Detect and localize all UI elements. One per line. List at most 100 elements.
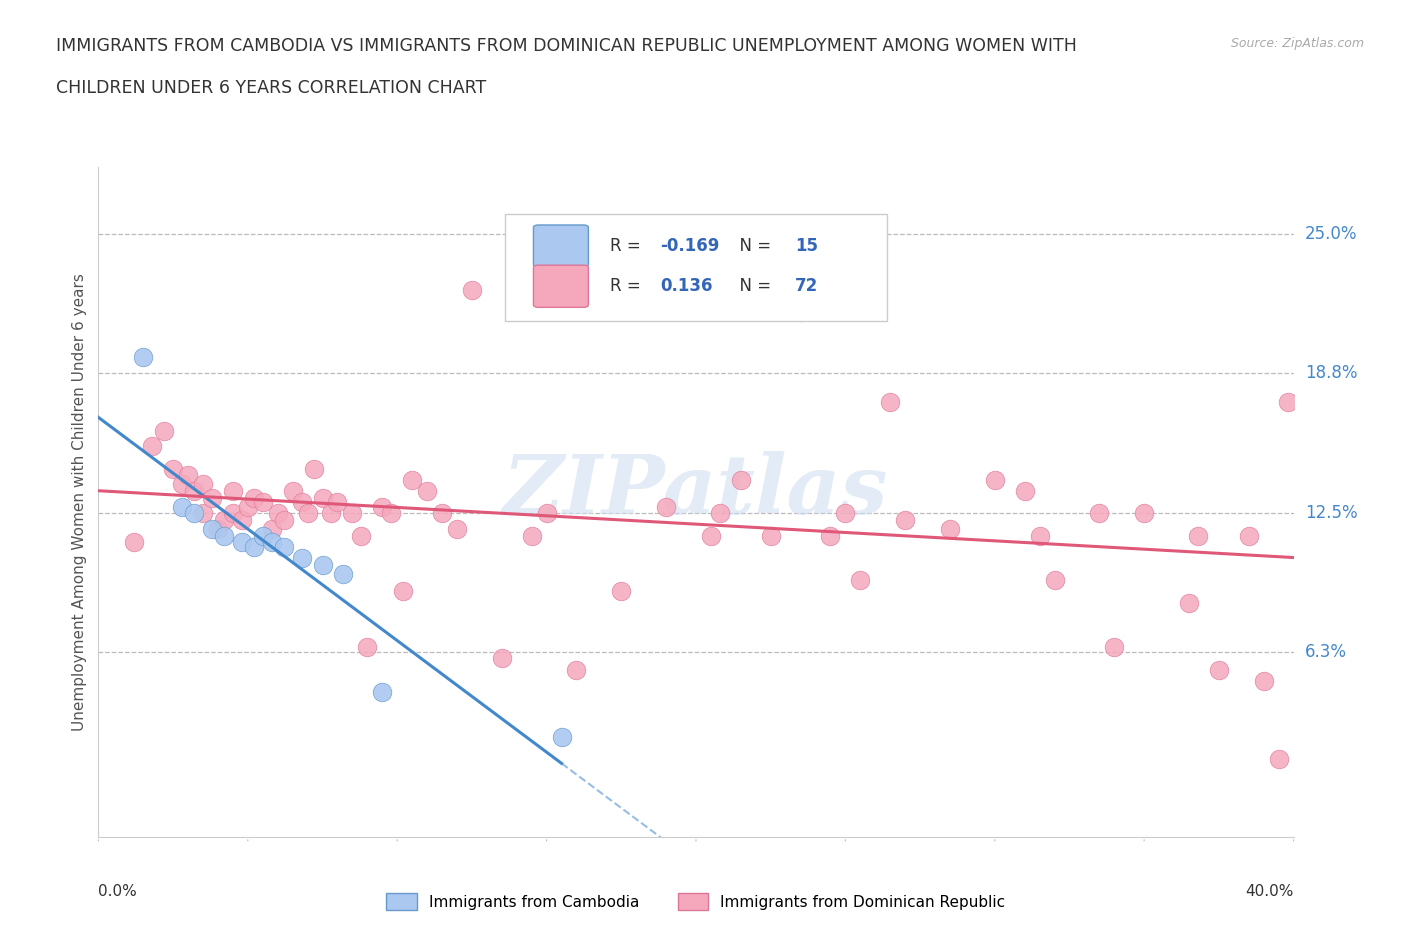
Point <box>789 305 811 320</box>
Y-axis label: Unemployment Among Women with Children Under 6 years: Unemployment Among Women with Children U… <box>72 273 87 731</box>
Point <box>879 394 901 409</box>
Point <box>191 506 214 521</box>
Point <box>1208 662 1230 677</box>
Point <box>610 584 633 599</box>
Point <box>321 506 343 521</box>
Point <box>290 551 312 565</box>
Point <box>565 662 588 677</box>
Point <box>302 461 325 476</box>
Text: 0.136: 0.136 <box>661 277 713 295</box>
Legend: Immigrants from Cambodia, Immigrants from Dominican Republic: Immigrants from Cambodia, Immigrants fro… <box>380 886 1012 916</box>
Point <box>222 484 245 498</box>
Point <box>1133 506 1156 521</box>
Point <box>520 528 543 543</box>
Text: CHILDREN UNDER 6 YEARS CORRELATION CHART: CHILDREN UNDER 6 YEARS CORRELATION CHART <box>56 79 486 97</box>
Point <box>1277 394 1299 409</box>
Point <box>709 506 731 521</box>
Point <box>236 499 259 514</box>
Text: 15: 15 <box>796 237 818 255</box>
Point <box>212 512 235 527</box>
Point <box>191 477 214 492</box>
Text: 18.8%: 18.8% <box>1305 364 1357 381</box>
Point <box>201 522 224 537</box>
Point <box>461 283 484 298</box>
Text: 25.0%: 25.0% <box>1305 225 1357 244</box>
Text: -0.169: -0.169 <box>661 237 720 255</box>
Point <box>1043 573 1066 588</box>
Point <box>1187 528 1209 543</box>
Point <box>212 528 235 543</box>
Point <box>141 439 163 454</box>
Point <box>132 350 155 365</box>
Point <box>252 528 274 543</box>
Point <box>550 729 572 744</box>
Point <box>153 423 176 438</box>
Point <box>1014 484 1036 498</box>
Text: 72: 72 <box>796 277 818 295</box>
Point <box>207 522 229 537</box>
Text: 12.5%: 12.5% <box>1305 504 1357 523</box>
Point <box>983 472 1005 487</box>
Point <box>311 557 333 572</box>
Point <box>172 477 194 492</box>
Point <box>260 535 283 550</box>
Point <box>1237 528 1260 543</box>
Point <box>730 472 752 487</box>
Point <box>273 512 295 527</box>
Point <box>849 573 872 588</box>
Point <box>536 506 558 521</box>
Point <box>326 495 349 510</box>
Point <box>172 499 194 514</box>
Text: R =: R = <box>610 277 651 295</box>
Point <box>332 566 354 581</box>
Point <box>380 506 402 521</box>
Text: N =: N = <box>730 277 776 295</box>
Point <box>1028 528 1050 543</box>
Text: N =: N = <box>730 237 776 255</box>
Text: 6.3%: 6.3% <box>1305 643 1347 660</box>
Text: R =: R = <box>610 237 645 255</box>
Point <box>231 512 253 527</box>
FancyBboxPatch shape <box>533 225 588 267</box>
Point <box>655 499 678 514</box>
Point <box>252 495 274 510</box>
Point <box>775 260 797 275</box>
Point <box>820 528 842 543</box>
Text: IMMIGRANTS FROM CAMBODIA VS IMMIGRANTS FROM DOMINICAN REPUBLIC UNEMPLOYMENT AMON: IMMIGRANTS FROM CAMBODIA VS IMMIGRANTS F… <box>56 37 1077 55</box>
Point <box>371 499 394 514</box>
Point <box>1088 506 1111 521</box>
FancyBboxPatch shape <box>533 265 588 307</box>
Text: ZIPatlas: ZIPatlas <box>503 451 889 531</box>
Point <box>267 506 290 521</box>
Point <box>231 535 253 550</box>
Point <box>342 506 364 521</box>
Point <box>243 539 266 554</box>
Point <box>759 528 782 543</box>
Point <box>939 522 962 537</box>
Point <box>222 506 245 521</box>
Point <box>356 640 378 655</box>
Point <box>183 506 205 521</box>
Text: 0.0%: 0.0% <box>98 884 138 899</box>
Point <box>1178 595 1201 610</box>
Point <box>124 535 146 550</box>
Point <box>243 490 266 505</box>
Point <box>1267 751 1289 766</box>
Point <box>491 651 513 666</box>
Point <box>894 512 917 527</box>
Point <box>281 484 304 498</box>
Point <box>273 539 295 554</box>
FancyBboxPatch shape <box>505 214 887 322</box>
Point <box>401 472 423 487</box>
Point <box>183 484 205 498</box>
Point <box>350 528 373 543</box>
Text: 40.0%: 40.0% <box>1246 884 1294 899</box>
Point <box>446 522 468 537</box>
Point <box>1102 640 1125 655</box>
Point <box>260 522 283 537</box>
Point <box>201 490 224 505</box>
Point <box>162 461 184 476</box>
Point <box>311 490 333 505</box>
Point <box>430 506 453 521</box>
Point <box>700 528 723 543</box>
